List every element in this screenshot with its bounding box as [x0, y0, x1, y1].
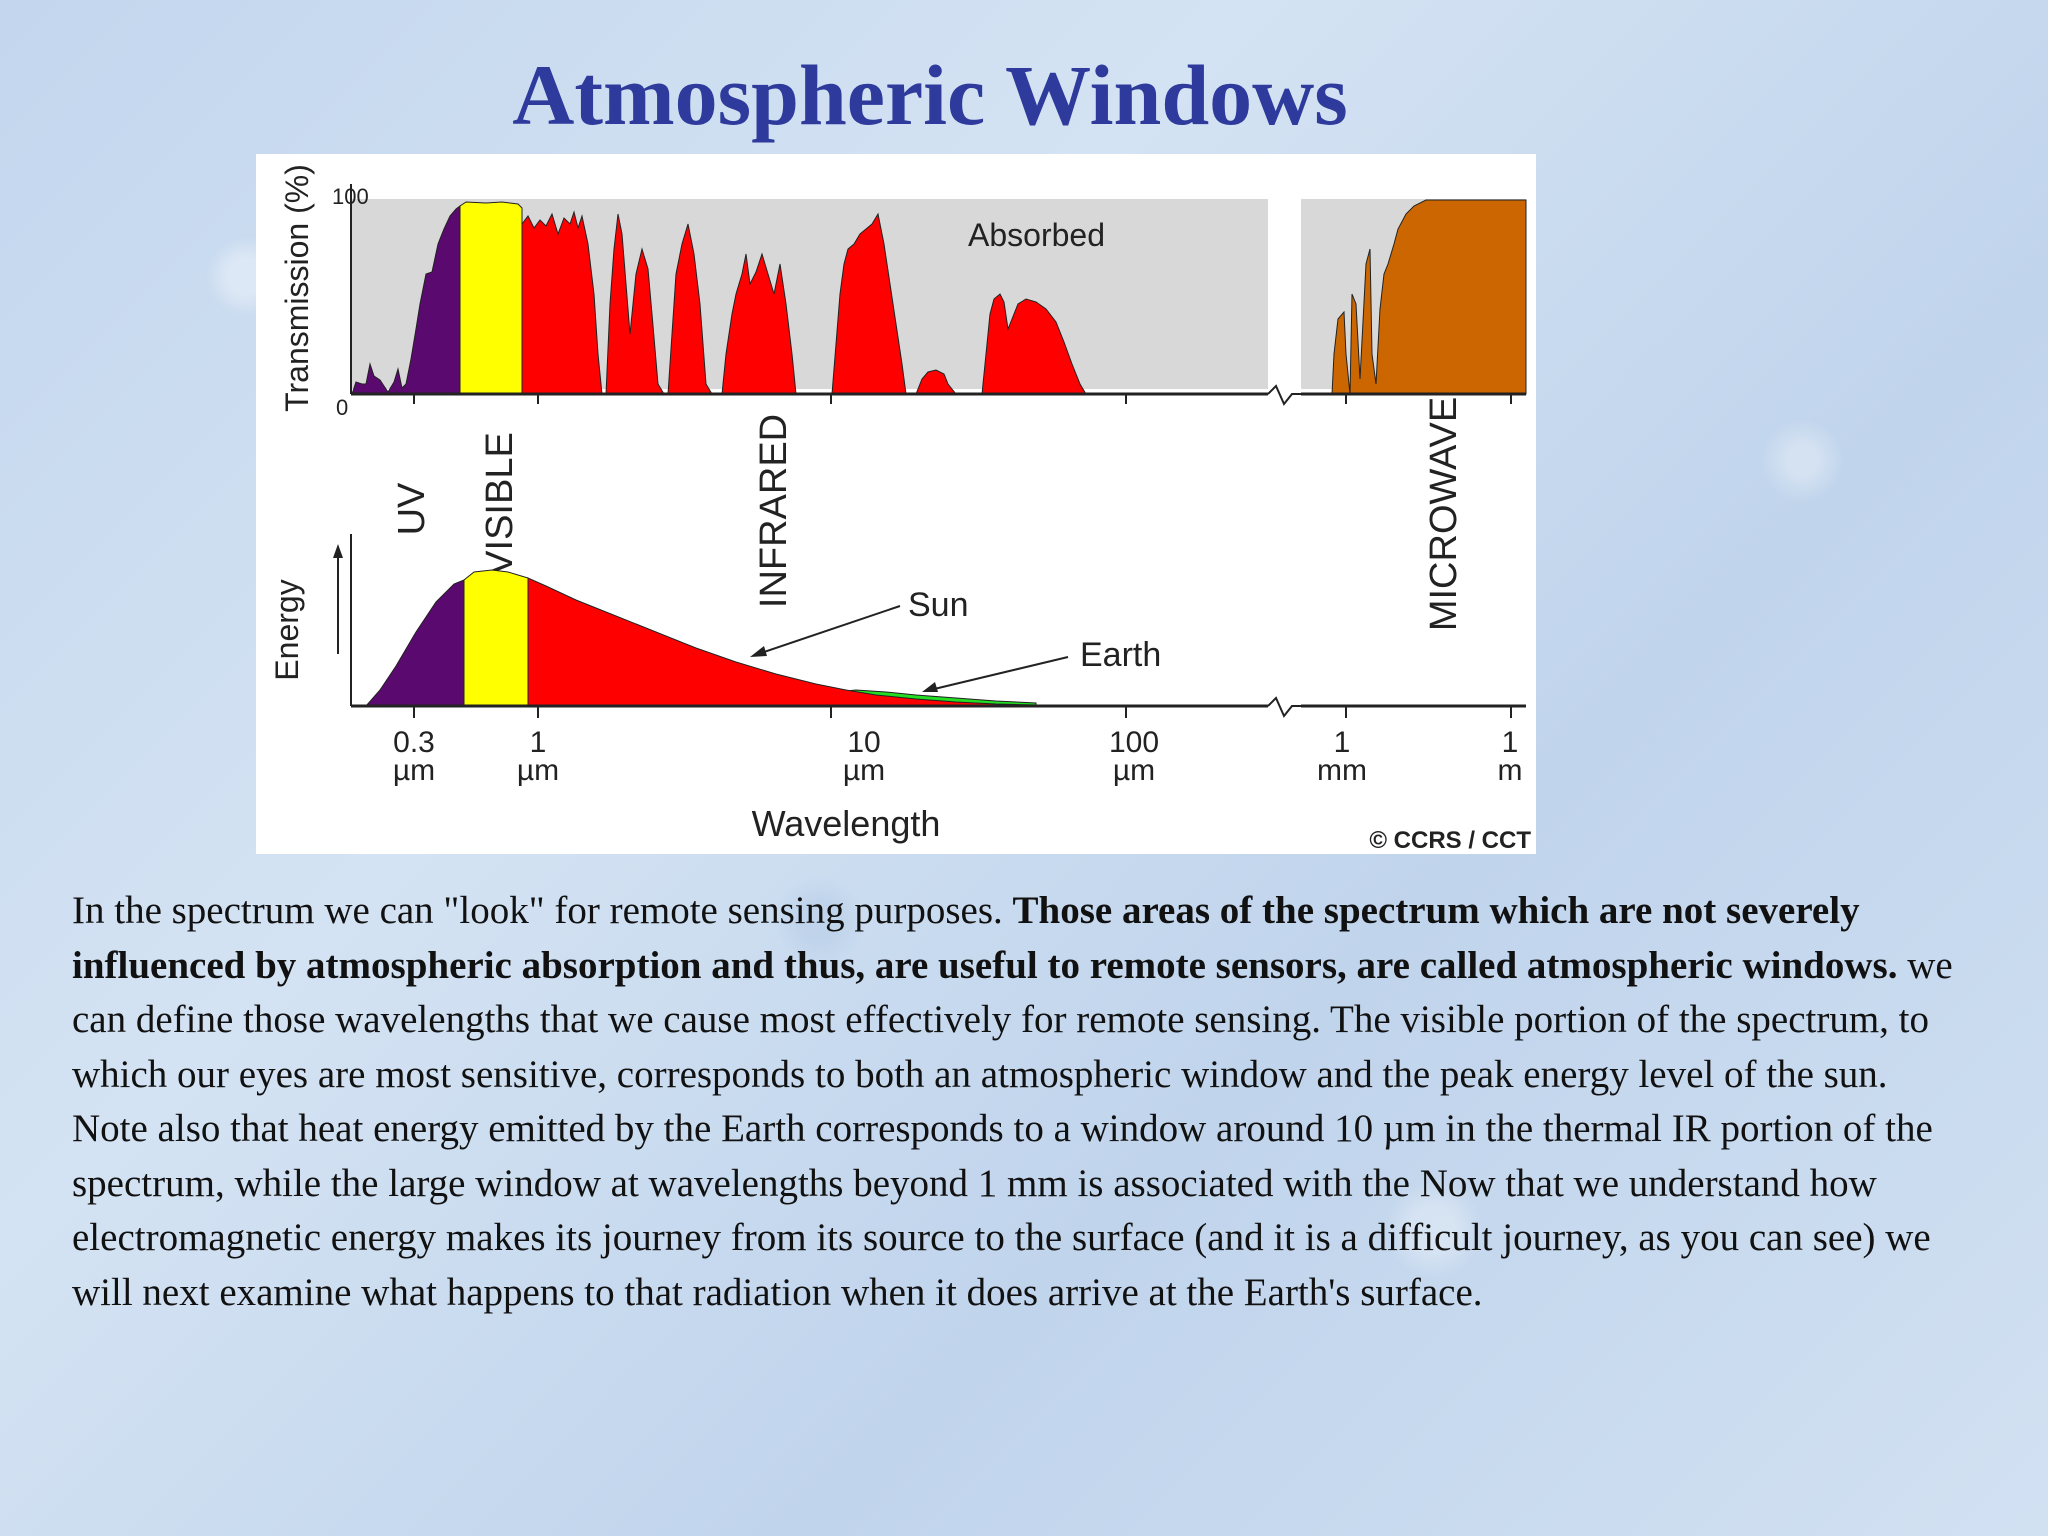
- x-tick-100um-unit: µm: [1113, 754, 1155, 787]
- uv-transmission: [351, 205, 461, 395]
- earth-label: Earth: [1080, 636, 1161, 674]
- sun-visible: [463, 569, 529, 707]
- x-tick-100um-value: 100: [1109, 726, 1159, 759]
- microwave-label: MICROWAVE: [1423, 397, 1465, 631]
- y-tick-100: 100: [332, 184, 369, 209]
- paragraph-bold-definition: Those areas of the spectrum which are no…: [72, 889, 1898, 987]
- top-y-axis-label: Transmission (%): [279, 164, 315, 412]
- sun-infrared: [527, 577, 1037, 707]
- infrared-transmission: [521, 210, 1087, 395]
- infrared-label: INFRARED: [753, 414, 795, 608]
- top-axis-break: [1267, 384, 1301, 406]
- x-tick-1mm-value: 1: [1334, 726, 1351, 759]
- bottom-axis-break: [1267, 696, 1301, 718]
- energy-arrow-head: [333, 544, 343, 558]
- x-tick-10um-unit: µm: [843, 754, 885, 787]
- spectrum-diagram: Transmission (%) 100 0 Absorbed UV VISIB…: [269, 164, 1531, 854]
- x-tick-1mm-unit: mm: [1317, 754, 1367, 787]
- x-tick-1m-unit: m: [1498, 754, 1523, 787]
- sun-pointer: [757, 605, 901, 655]
- x-tick-1um-unit: µm: [517, 754, 559, 787]
- x-tick-0.3-value: 0.3: [393, 726, 435, 759]
- paragraph-intro: In the spectrum we can "look" for remote…: [72, 889, 1013, 932]
- slide-title: Atmospheric Windows: [512, 47, 1348, 143]
- x-tick-1um-value: 1: [530, 726, 547, 759]
- earth-pointer-head: [922, 682, 938, 692]
- x-tick-1m-value: 1: [1502, 726, 1519, 759]
- uv-label: UV: [391, 482, 433, 535]
- top-ticks: [413, 394, 1512, 404]
- paragraph-rest: we can define those wavelengths that we …: [72, 943, 1953, 1314]
- energy-label: Energy: [269, 579, 305, 680]
- earth-pointer: [929, 656, 1069, 691]
- visible-label: VISIBLE: [479, 432, 521, 576]
- x-tick-0.3-unit: µm: [393, 754, 435, 787]
- microwave-transmission: [1331, 199, 1527, 395]
- slide-body-paragraph: In the spectrum we can "look" for remote…: [72, 884, 1962, 1320]
- sun-uv: [364, 579, 465, 707]
- x-tick-10um-value: 10: [847, 726, 880, 759]
- x-axis-label: Wavelength: [752, 803, 941, 844]
- y-tick-0: 0: [336, 395, 348, 420]
- visible-transmission: [459, 201, 523, 395]
- figure-credit: © CCRS / CCT: [1369, 827, 1531, 854]
- bottom-ticks: [413, 706, 1512, 718]
- atmospheric-windows-figure: Transmission (%) 100 0 Absorbed UV VISIB…: [256, 154, 1536, 854]
- sun-label: Sun: [908, 586, 969, 624]
- absorbed-label: Absorbed: [968, 217, 1105, 253]
- sun-pointer-head: [750, 646, 767, 657]
